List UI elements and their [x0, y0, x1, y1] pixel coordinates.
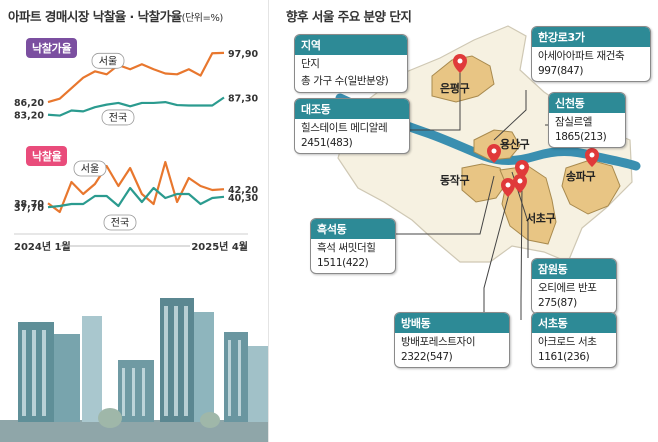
district-label-eunpyeong: 은평구: [440, 82, 470, 95]
series-name-box: [73, 160, 107, 177]
left-charts: 86,20 97,90 서울 83,20 87,30 전국 38,70 42,20 서울 37,7…: [0, 49, 268, 442]
location-pins: [453, 54, 599, 197]
legend-line2: 총 가구 수(일반분양): [301, 75, 389, 87]
legend-header: 지역: [295, 35, 407, 55]
complex-name: 잠실르엘: [555, 116, 593, 128]
series-name-label: 전국: [109, 112, 127, 124]
series-name-label: 서울: [81, 163, 99, 175]
complex-units: 2322(547): [401, 351, 453, 363]
series-name-box: [103, 214, 137, 231]
legend-box: 지역 단지 총 가구 수(일반분양): [294, 34, 408, 93]
complex-units: 2451(483): [301, 137, 353, 149]
complex-area: 잠원동: [532, 259, 616, 279]
series-line-0-1: [47, 96, 225, 117]
series-name-label: 전국: [111, 217, 129, 229]
complex-units: 1865(213): [555, 131, 607, 143]
end-value-label: 97,90: [228, 49, 258, 60]
complex-area: 신천동: [549, 93, 625, 113]
complex-name: 오티에르 반포: [538, 282, 597, 294]
right-title: 향후 서울 주요 분양 단지: [286, 9, 412, 24]
district-label-yongsan: 용산구: [500, 138, 530, 151]
complex-box-bangbae: 방배동 방배포레스트자이 2322(547): [394, 312, 510, 368]
start-value-label: 83,20: [14, 111, 44, 122]
complex-area: 방배동: [395, 313, 509, 333]
complex-units: 1161(236): [538, 351, 590, 363]
complex-area: 대조동: [295, 99, 409, 119]
end-value-label: 42,20: [228, 185, 258, 196]
complex-box-daejo: 대조동 힐스테이트 메디알레 2451(483): [294, 98, 410, 154]
complex-name: 아크로드 서초: [538, 336, 597, 348]
pill-win-rate: 낙찰율: [26, 146, 68, 166]
panel-divider: [268, 0, 269, 442]
complex-units: 997(847): [538, 65, 584, 77]
complex-area: 서초동: [532, 313, 616, 333]
complex-units: 275(87): [538, 297, 577, 309]
complex-name: 힐스테이트 메디알레: [301, 122, 388, 134]
district-label-seocho: 서초구: [526, 212, 556, 225]
district-songpa: [561, 159, 621, 215]
start-value-label: 86,20: [14, 98, 44, 109]
complex-area: 한강로3가: [532, 27, 650, 47]
complex-box-seocho: 서초동 아크로드 서초 1161(236): [531, 312, 617, 368]
complex-box-hangangro: 한강로3가 아세아아파트 재건축 997(847): [531, 26, 651, 82]
left-title: 아파트 경매시장 낙찰율 · 낙찰가율(단위=%): [8, 9, 223, 24]
district-label-songpa: 송파구: [566, 170, 596, 183]
pill-bid-rate: 낙찰가율: [26, 38, 78, 58]
complex-name: 아세아아파트 재건축: [538, 50, 625, 62]
x-start-label: 2024년 1월: [14, 240, 71, 253]
complex-box-jamwon: 잠원동 오티에르 반포 275(87): [531, 258, 617, 314]
complex-box-heukseok: 흑석동 흑석 써밋더힐 1511(422): [310, 218, 396, 274]
complex-box-sincheon: 신천동 잠실르엘 1865(213): [548, 92, 626, 148]
district-label-dongjak: 동작구: [440, 174, 470, 187]
end-value-label: 40,30: [228, 193, 258, 204]
start-value-label: 37,70: [14, 203, 44, 214]
complex-name: 방배포레스트자이: [401, 336, 476, 348]
series-line-0-0: [47, 51, 225, 104]
series-line-1-1: [47, 186, 225, 209]
series-name-label: 서울: [99, 55, 117, 67]
series-line-1-0: [47, 160, 225, 214]
complex-name: 흑석 써밋더힐: [317, 242, 376, 254]
series-name-box: [91, 52, 125, 69]
x-end-label: 2025년 4월: [191, 240, 248, 253]
series-name-box: [101, 109, 135, 126]
complex-units: 1511(422): [317, 257, 369, 269]
cityscape-illustration: [0, 298, 268, 442]
legend-line1: 단지: [301, 58, 320, 70]
complex-area: 흑석동: [311, 219, 395, 239]
end-value-label: 87,30: [228, 93, 258, 104]
district-dongjak: [461, 163, 507, 203]
start-value-label: 38,70: [14, 199, 44, 210]
